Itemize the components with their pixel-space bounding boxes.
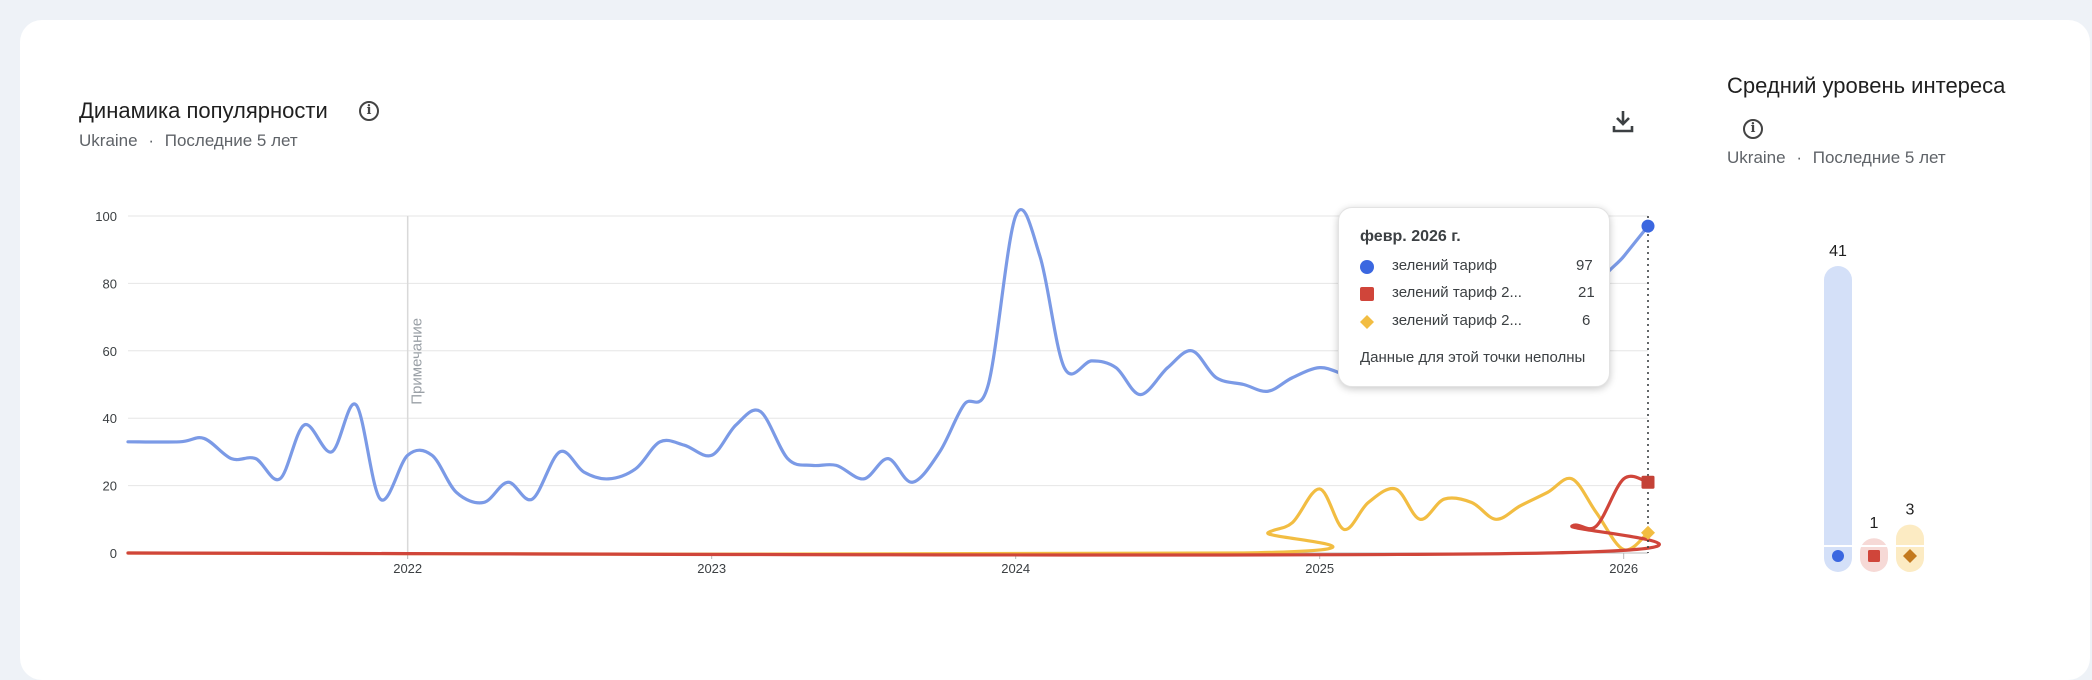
tooltip-series-value: 97: [1576, 257, 1593, 274]
tooltip-series-name: зелений тариф: [1392, 257, 1497, 274]
avg-bar-value: 1: [1870, 515, 1879, 532]
bar-separator: [1896, 545, 1924, 547]
hover-marker-circle: [1641, 219, 1655, 233]
tooltip-series-value: 21: [1578, 284, 1595, 301]
chart-title: Динамика популярности: [79, 98, 328, 123]
period-label: Последние 5 лет: [164, 131, 298, 150]
bar-separator: [1860, 545, 1888, 547]
y-tick-label: 40: [103, 411, 117, 426]
annotation-label: Примечание: [409, 318, 426, 405]
x-tick-label: 2024: [1001, 561, 1030, 576]
x-tick-label: 2025: [1305, 561, 1334, 576]
x-tick-label: 2023: [697, 561, 726, 576]
bar-marker-square: [1868, 550, 1880, 562]
square-marker-icon: [1360, 287, 1374, 301]
y-tick-label: 100: [95, 209, 117, 224]
y-tick-label: 60: [103, 344, 117, 359]
hover-marker-square: [1641, 475, 1655, 489]
series-line: [126, 476, 1650, 557]
avg-bar-value: 41: [1829, 243, 1847, 260]
tooltip-note: Данные для этой точки неполны: [1360, 349, 1586, 366]
avg-bar: [1896, 524, 1924, 572]
side-panel-title: Средний уровень интереса: [1727, 73, 2006, 98]
series-line: [126, 474, 1661, 557]
chart-svg: 0 20 40 60 80 100 2022 2023 2024 2025 2026 Примечан…: [95, 207, 1924, 576]
region-label: Ukraine: [79, 131, 138, 150]
side-separator: ·: [1796, 148, 1802, 167]
side-info-icon[interactable]: i: [1743, 119, 1763, 139]
circle-marker-icon: [1360, 260, 1374, 274]
separator: ·: [148, 131, 154, 150]
tooltip-series-name: зелений тариф 2...: [1392, 284, 1522, 301]
avg-bar: [1824, 266, 1852, 572]
side-region-label: Ukraine: [1727, 148, 1786, 167]
y-tick-label: 80: [103, 276, 117, 291]
tooltip-series-value: 6: [1582, 312, 1591, 329]
chart-subtitle: Ukraine · Последние 5 лет: [79, 131, 298, 151]
bar-separator: [1824, 545, 1852, 547]
x-tick-label: 2022: [393, 561, 422, 576]
hover-marker-diamond: [1641, 525, 1655, 540]
download-button[interactable]: [1608, 106, 1638, 136]
info-icon[interactable]: i: [359, 101, 379, 121]
y-tick-label: 0: [110, 546, 117, 561]
x-tick-label: 2026: [1609, 561, 1638, 576]
diamond-marker-icon: [1360, 315, 1374, 329]
bar-marker-circle: [1832, 550, 1844, 562]
tooltip-series-name: зелений тариф 2...: [1392, 312, 1522, 329]
avg-bar-value: 3: [1906, 502, 1915, 519]
side-period-label: Последние 5 лет: [1812, 148, 1946, 167]
y-tick-label: 20: [103, 479, 117, 494]
bar-marker-diamond: [1903, 549, 1917, 563]
side-panel-subtitle: Ukraine · Последние 5 лет: [1727, 148, 1946, 168]
tooltip-date: февр. 2026 г.: [1360, 228, 1461, 245]
tooltip: февр. 2026 г. зелений тариф 97 зелений т…: [1338, 207, 1610, 387]
download-icon: [1612, 111, 1634, 133]
